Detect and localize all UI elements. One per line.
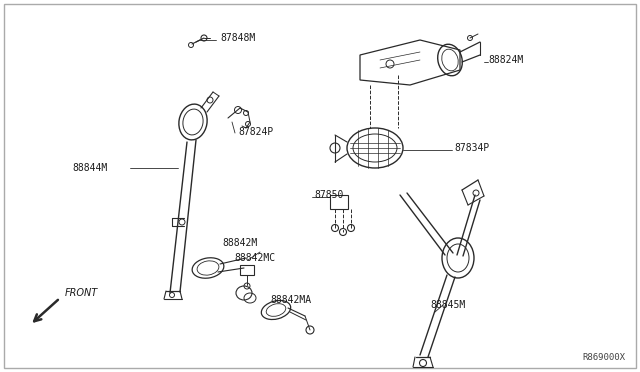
Text: 87824P: 87824P: [238, 127, 273, 137]
Bar: [240, 265, 254, 275]
Text: 87848M: 87848M: [220, 33, 255, 43]
Text: 87850: 87850: [314, 190, 344, 200]
Text: 88842MA: 88842MA: [270, 295, 311, 305]
Bar: [330, 195, 348, 209]
Text: 88842M: 88842M: [222, 238, 257, 248]
Text: R869000X: R869000X: [582, 353, 625, 362]
Text: 87834P: 87834P: [454, 143, 489, 153]
Text: 88842MC: 88842MC: [234, 253, 275, 263]
Text: FRONT: FRONT: [65, 288, 99, 298]
Text: 88824M: 88824M: [488, 55, 524, 65]
Text: 88844M: 88844M: [72, 163, 108, 173]
Text: 88845M: 88845M: [430, 300, 465, 310]
